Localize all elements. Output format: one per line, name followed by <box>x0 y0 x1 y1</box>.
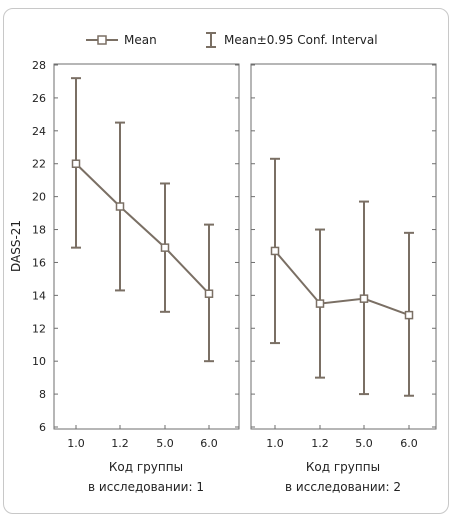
legend-ci-label: Mean±0.95 Conf. Interval <box>224 33 378 47</box>
panel-1-ytick-label: 8 <box>39 388 46 401</box>
legend-mean-marker <box>97 35 107 45</box>
y-axis-label: DASS-21 <box>9 220 23 272</box>
panel-1-ytick-label: 26 <box>32 92 46 105</box>
panel-1-ytick-label: 16 <box>32 256 46 269</box>
panel-1-xtick-label: 6.0 <box>200 437 218 450</box>
panel-2-x-label-line1: Код группы <box>306 460 380 474</box>
panel-1-ytick-label: 28 <box>32 59 46 72</box>
panel-2-mean-line <box>274 250 410 317</box>
panel-1-frame <box>53 63 240 430</box>
panel-2-mean-marker <box>270 246 280 256</box>
panel-1-xtick-label: 1.2 <box>111 437 129 450</box>
panel-1-mean-marker <box>115 202 125 211</box>
plot-layer: 6 8 10 12 14 16 18 20 22 24 26 28 1.0 1.2 5.0 6.0 1.0 1.2… <box>32 59 436 450</box>
panel-1-xtick-label: 5.0 <box>156 437 174 450</box>
panel-2-xtick-label: 1.2 <box>311 437 329 450</box>
panel-1-ytick-label: 6 <box>39 421 46 434</box>
panel-1-x-label-line2: в исследовании: 1 <box>88 480 204 494</box>
panel-2-xtick-label: 1.0 <box>266 437 284 450</box>
legend: Mean Mean±0.95 Conf. Interval <box>86 32 378 48</box>
panel-1-ytick-label: 10 <box>32 355 46 368</box>
panel-1-ytick-label: 20 <box>32 191 46 204</box>
panel-1-ytick-label: 14 <box>32 289 46 302</box>
panel-2-mean-marker <box>404 310 414 320</box>
panel-1-mean-marker <box>71 159 81 168</box>
panel-1-x-label-line1: Код группы <box>109 460 183 474</box>
panel-1-mean-line <box>75 163 210 295</box>
panel-2-xtick-label: 6.0 <box>400 437 418 450</box>
chart-card <box>3 8 449 514</box>
panel-2-mean-marker <box>359 294 369 303</box>
panel-2-x-label-line2: в исследовании: 2 <box>285 480 401 494</box>
legend-mean-label: Mean <box>124 33 157 47</box>
panel-2-frame <box>250 63 437 430</box>
panel-1-mean-marker <box>204 289 214 298</box>
panel-1-xtick-label: 1.0 <box>67 437 85 450</box>
panel-1-ytick-label: 24 <box>32 125 46 138</box>
panel-1-ytick-label: 18 <box>32 224 46 237</box>
panel-1-mean-marker <box>160 243 170 252</box>
panel-1-ytick-label: 12 <box>32 322 46 335</box>
panel-2-mean-marker <box>315 299 325 308</box>
panel-2-xtick-label: 5.0 <box>355 437 373 450</box>
panel-1-ytick-label: 22 <box>32 158 46 171</box>
